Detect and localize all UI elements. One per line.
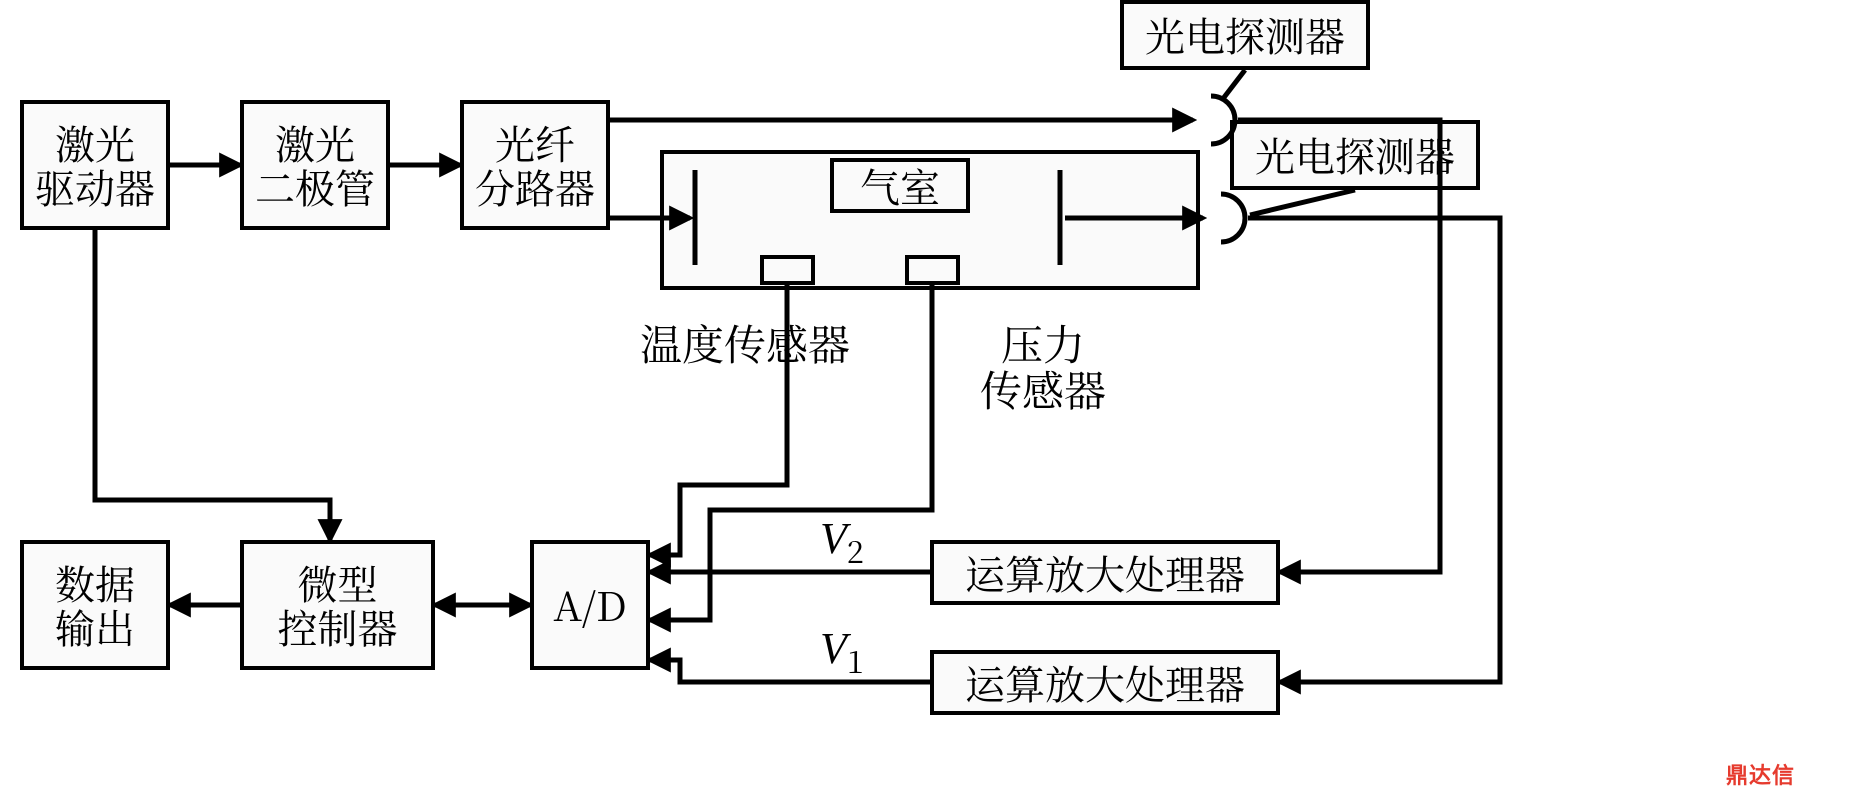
node-gas_cell_label-label: 气室 <box>860 164 940 208</box>
label-press_sensor-text: 压力 传感器 <box>980 313 1106 419</box>
edge-det2_to_opamp2 <box>1248 218 1500 682</box>
node-data_output: 数据 输出 <box>20 540 170 670</box>
node-adc: A/D <box>530 540 650 670</box>
node-mcu-label: 微型 控制器 <box>278 561 398 649</box>
edge-opamp2_to_adc <box>650 660 930 682</box>
node-opamp1-label: 运算放大处理器 <box>965 551 1245 595</box>
label-temp_sensor-text: 温度传感器 <box>640 313 850 373</box>
detector-bracket-d2 <box>1221 194 1245 242</box>
node-splitter: 光纤 分路器 <box>460 100 610 230</box>
node-opamp1: 运算放大处理器 <box>930 540 1280 605</box>
label-v1: V1 <box>820 620 864 678</box>
node-mcu: 微型 控制器 <box>240 540 435 670</box>
label-v1-var: V <box>820 624 847 673</box>
watermark: 鼎达信 <box>1726 758 1795 790</box>
label-v1-sub: 1 <box>847 638 864 682</box>
node-photodetector2_lbl: 光电探测器 <box>1230 120 1480 190</box>
label-v2-var: V <box>820 514 847 563</box>
label-press_sensor: 压力 传感器 <box>980 320 1106 412</box>
node-laser_diode-label: 激光 二极管 <box>255 121 375 209</box>
node-photodetector1_lbl: 光电探测器 <box>1120 0 1370 70</box>
label-temp_sensor: 温度传感器 <box>640 320 850 366</box>
node-photodetector2_lbl-label: 光电探测器 <box>1255 133 1455 177</box>
sensor-temp_box <box>760 255 815 285</box>
edge-driver_to_mcu <box>95 230 330 540</box>
sensor-press_box <box>905 255 960 285</box>
edge-pd2_callout <box>1250 190 1355 215</box>
node-laser_driver-label: 激光 驱动器 <box>35 121 155 209</box>
node-opamp2-label: 运算放大处理器 <box>965 661 1245 705</box>
node-data_output-label: 数据 输出 <box>55 561 135 649</box>
label-v2: V2 <box>820 510 864 568</box>
node-laser_driver: 激光 驱动器 <box>20 100 170 230</box>
watermark-text: 鼎达信 <box>1726 763 1795 788</box>
node-adc-label: A/D <box>553 583 627 627</box>
diagram-stage: 激光 驱动器激光 二极管光纤 分路器气室光电探测器光电探测器数据 输出微型 控制… <box>0 0 1875 812</box>
node-opamp2: 运算放大处理器 <box>930 650 1280 715</box>
node-gas_cell_label: 气室 <box>830 158 970 213</box>
node-splitter-label: 光纤 分路器 <box>475 121 595 209</box>
label-v2-sub: 2 <box>847 528 864 572</box>
edge-pd1_callout <box>1222 70 1245 100</box>
node-photodetector1_lbl-label: 光电探测器 <box>1145 13 1345 57</box>
node-laser_diode: 激光 二极管 <box>240 100 390 230</box>
